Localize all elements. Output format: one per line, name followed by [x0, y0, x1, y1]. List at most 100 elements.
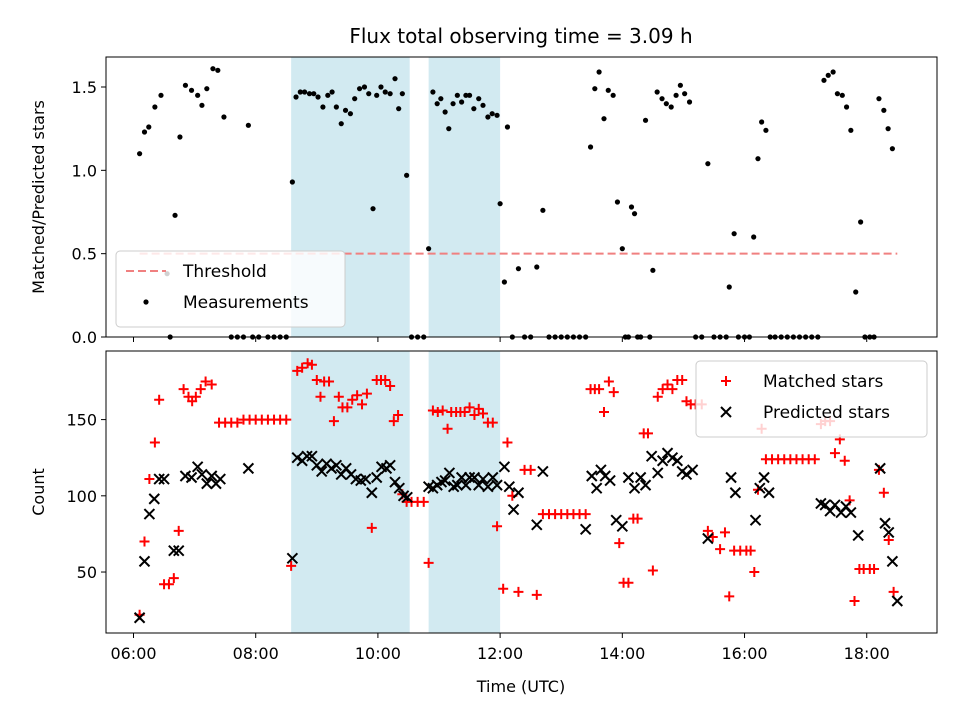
matched-star-point [594, 384, 605, 395]
predicted-star-point [645, 450, 658, 462]
measurement-point [382, 89, 388, 95]
bottom-axes-frame [105, 350, 938, 634]
matched-star-point [385, 381, 396, 392]
measurement-point [726, 284, 732, 290]
predicted-star-point [595, 464, 607, 476]
matched-star-point [418, 496, 429, 507]
measurement-point [587, 144, 594, 150]
predicted-star-point [153, 473, 165, 485]
predicted-star-point [468, 471, 481, 484]
measurement-point [843, 104, 850, 110]
measurement-point [631, 211, 638, 217]
measurement-point [515, 266, 522, 272]
matched-star-point [498, 583, 509, 594]
predicted-star-point [133, 612, 146, 624]
measurement-point [210, 66, 216, 72]
measurement-point [454, 92, 460, 98]
predicted-star-point [196, 468, 208, 481]
measurement-point [839, 92, 845, 98]
matched-star-point [652, 391, 663, 402]
measurement-point [601, 116, 607, 122]
measurement-point [834, 91, 841, 97]
measurement-point [659, 96, 665, 102]
predicted-star-point [656, 455, 669, 467]
matched-star-point [647, 565, 658, 576]
measurement-point [370, 206, 376, 212]
predicted-star-point [586, 470, 598, 482]
bottom-panel: 50 100 150 06:00 08:00 10:00 12:00 14:00 16:00 18… [29, 350, 938, 663]
measurement-point [182, 82, 189, 88]
measurement-point [881, 107, 887, 113]
matched-star-point [333, 391, 344, 402]
matched-star-point [531, 589, 542, 600]
matched-star-point [478, 408, 489, 419]
measurement-point [619, 246, 625, 252]
predicted-star-point [590, 482, 603, 494]
predicted-star-point [754, 482, 766, 494]
predicted-star-point [191, 461, 204, 473]
measurement-point [329, 89, 335, 95]
matched-star-point [442, 423, 453, 434]
matched-star-point [487, 417, 498, 428]
measurement-point [141, 129, 148, 135]
bottom-y-axis-label: Count [29, 468, 48, 516]
measurement-point [485, 114, 491, 120]
matched-star-point [849, 595, 860, 606]
predicted-star-point [634, 471, 647, 484]
predicted-star-point [158, 473, 170, 485]
measurement-point [204, 86, 210, 92]
measurement-point [438, 96, 444, 102]
predicted-star-point [359, 473, 372, 485]
predicted-star-point [185, 471, 198, 484]
measurement-point [673, 92, 679, 98]
predicted-star-point [763, 487, 775, 499]
measurement-point [137, 151, 143, 157]
measurement-point [686, 99, 693, 105]
measurement-point [199, 102, 205, 108]
legend-label: Measurements [183, 293, 309, 313]
predicted-star-point [306, 450, 318, 462]
measurement-point [361, 84, 368, 90]
predicted-star-point [473, 479, 485, 491]
matched-star-point [139, 536, 150, 547]
predicted-star-point [389, 476, 401, 488]
matched-star-point [306, 359, 317, 370]
top-axes-frame [105, 56, 938, 338]
matched-star-point [525, 464, 536, 475]
matched-star-point [154, 394, 165, 405]
predicted-star-point [482, 480, 494, 493]
measurement-point [471, 106, 477, 112]
matched-star-point [423, 557, 434, 568]
measurement-point [450, 101, 456, 107]
measurement-point [301, 89, 308, 95]
measurement-point [374, 92, 380, 98]
predicted-star-point [143, 508, 156, 520]
measurement-point [610, 92, 616, 98]
matched-star-point [878, 487, 889, 498]
measurement-point [848, 127, 854, 133]
measurement-point [325, 92, 331, 98]
measurement-point [642, 117, 649, 123]
predicted-star-point [148, 493, 160, 505]
predicted-star-point [604, 474, 616, 487]
measurement-point [592, 86, 598, 92]
measurement-point [387, 91, 393, 97]
measurement-point [434, 101, 440, 107]
matched-star-point [459, 406, 470, 417]
matched-star-point [281, 414, 292, 425]
measurement-point [404, 172, 410, 178]
measurement-point [494, 112, 500, 118]
predicted-star-point [507, 503, 520, 516]
predicted-star-point [463, 471, 476, 484]
matched-star-point [642, 428, 653, 439]
chart-title: Flux total observing time = 3.09 h [349, 24, 692, 48]
matched-star-point [580, 509, 591, 520]
measurement-point [654, 89, 660, 95]
predicted-star-point [487, 471, 499, 484]
matched-star-point [614, 538, 625, 549]
measurement-point [885, 126, 891, 132]
matched-star-point [380, 374, 391, 385]
predicted-star-point [366, 487, 378, 499]
matched-star-point [311, 374, 322, 385]
